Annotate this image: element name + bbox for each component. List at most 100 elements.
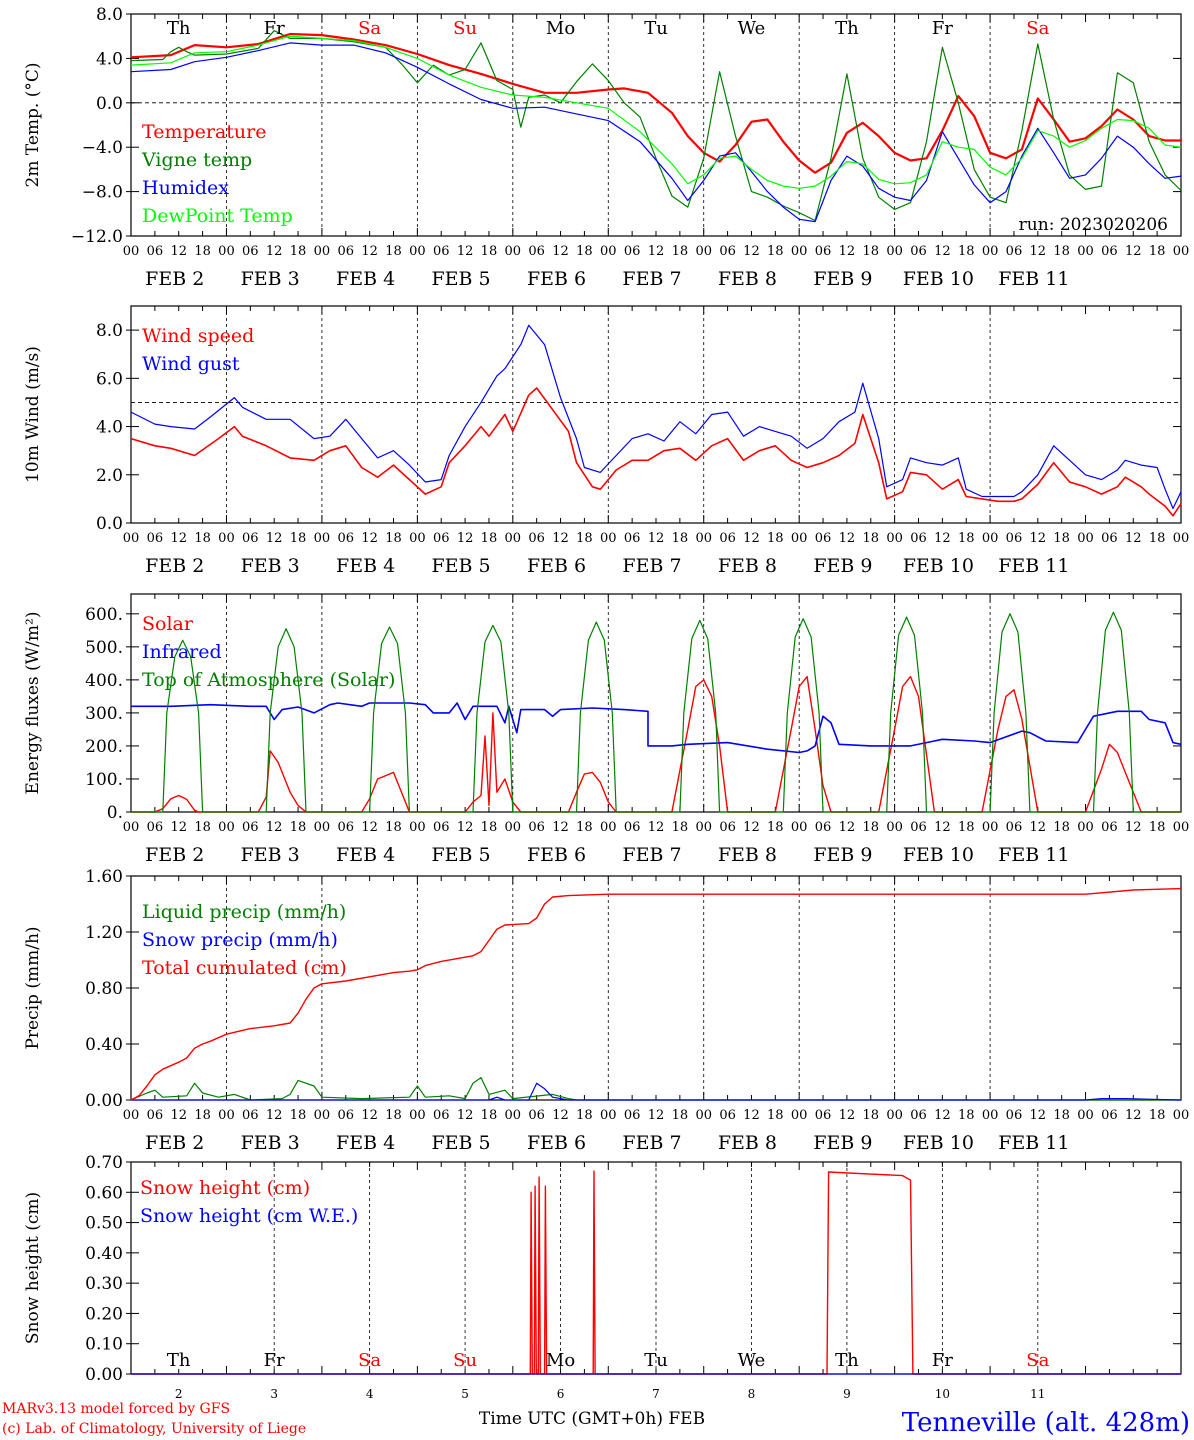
hour-label: 00: [505, 1108, 522, 1123]
date-label: FEB 11: [998, 1132, 1069, 1154]
hour-label: 12: [552, 531, 569, 546]
hour-label: 06: [337, 820, 354, 835]
y-tick-label: 0.30: [85, 1274, 123, 1294]
y-tick-label: 6.0: [96, 369, 123, 389]
hour-label: 06: [910, 1108, 927, 1123]
y-tick-label: 4.0: [96, 418, 123, 438]
hour-label: 00: [218, 531, 235, 546]
weekday-label: Tu: [644, 18, 668, 39]
legend-label: Solar: [142, 613, 194, 635]
hour-label: 18: [290, 820, 307, 835]
hour-label: 18: [385, 244, 402, 259]
hour-label: 06: [910, 531, 927, 546]
weekday-label: Fr: [932, 18, 953, 39]
hour-label: 06: [528, 1108, 545, 1123]
weekday-label: Sa: [1026, 1350, 1049, 1371]
hour-label: 18: [290, 244, 307, 259]
date-label: FEB 9: [813, 555, 872, 577]
weekday-label: Su: [453, 1350, 477, 1371]
legend-label: DewPoint Temp: [142, 205, 293, 227]
hour-label: 06: [910, 820, 927, 835]
hour-label: 12: [743, 531, 760, 546]
hour-label: 12: [1030, 531, 1047, 546]
weekday-label: Fr: [264, 18, 285, 39]
y-tick-label: 0.40: [85, 1035, 123, 1055]
panel-4: 1.60 1.20 0.80 0.40 0.00 Precip (mm/h) Liquid …: [23, 867, 1189, 1154]
series-line-wind-gust: [130, 324, 1182, 510]
hour-label: 06: [337, 244, 354, 259]
day-number-label: 4: [366, 1387, 374, 1401]
date-label: FEB 7: [622, 555, 681, 577]
hour-label: 18: [1149, 1108, 1166, 1123]
hour-label: 00: [218, 244, 235, 259]
hour-label: 12: [266, 244, 283, 259]
legend-label: Temperature: [142, 121, 266, 143]
hour-label: 00: [1077, 244, 1094, 259]
hour-label: 00: [123, 244, 140, 259]
hour-label: 12: [934, 820, 951, 835]
legend-label: Wind speed: [142, 325, 254, 347]
panel-5: 0.70 0.60 0.50 0.40 0.30 0.20 0.10 0.00 Snow hei…: [23, 1153, 1182, 1385]
hour-label: 00: [600, 1108, 617, 1123]
hour-label: 00: [600, 244, 617, 259]
weekday-label: We: [738, 18, 766, 39]
hour-label: 06: [1101, 244, 1118, 259]
hour-label: 18: [958, 531, 975, 546]
date-label: FEB 6: [527, 555, 586, 577]
hour-label: 18: [481, 244, 498, 259]
panel-2: 8.0 6.0 4.0 2.0 0.0 10m Wind (m/s) Wind speed W…: [23, 305, 1189, 577]
hour-label: 00: [886, 531, 903, 546]
run-label: run: 2023020206: [1019, 215, 1168, 235]
hour-label: 00: [409, 820, 426, 835]
hour-label: 06: [624, 1108, 641, 1123]
hour-label: 12: [552, 244, 569, 259]
hour-label: 18: [385, 820, 402, 835]
hour-label: 18: [194, 1108, 211, 1123]
hour-label: 06: [337, 1108, 354, 1123]
hour-label: 06: [433, 244, 450, 259]
hour-label: 12: [1125, 820, 1142, 835]
hour-label: 12: [170, 1108, 187, 1123]
hour-label: 12: [552, 820, 569, 835]
date-label: FEB 11: [998, 844, 1069, 866]
hour-label: 06: [147, 244, 164, 259]
hour-label: 00: [314, 531, 331, 546]
y-tick-label: 0.20: [85, 1304, 123, 1324]
day-number-label: 5: [461, 1387, 469, 1401]
hour-label: 18: [767, 531, 784, 546]
weekday-label: Th: [167, 18, 191, 39]
hour-label: 12: [266, 531, 283, 546]
weekday-label: Sa: [358, 18, 381, 39]
hour-label: 18: [1053, 244, 1070, 259]
hour-label: 18: [862, 531, 879, 546]
weekday-label: Sa: [1026, 18, 1049, 39]
copyright-credit: (c) Lab. of Climatology, University of L…: [2, 1421, 306, 1437]
day-number-label: 10: [935, 1387, 950, 1401]
hour-label: 06: [815, 1108, 832, 1123]
hour-label: 06: [719, 244, 736, 259]
hour-label: 06: [1006, 531, 1023, 546]
hour-label: 18: [767, 1108, 784, 1123]
weekday-label: Su: [453, 18, 477, 39]
hour-label: 12: [648, 244, 665, 259]
hour-label: 12: [361, 1108, 378, 1123]
day-number-label: 6: [557, 1387, 565, 1401]
hour-label: 00: [218, 1108, 235, 1123]
y-tick-label: 600.: [85, 605, 123, 625]
y-tick-label: 4.0: [96, 49, 123, 69]
legend-label: Snow height (cm): [140, 1177, 310, 1199]
hour-label: 18: [958, 244, 975, 259]
hour-label: 18: [672, 1108, 689, 1123]
hour-label: 12: [170, 531, 187, 546]
legend-label: Humidex: [142, 177, 229, 199]
day-number-label: 3: [270, 1387, 278, 1401]
hour-label: 00: [791, 820, 808, 835]
hour-label: 00: [314, 820, 331, 835]
hour-label: 18: [1149, 244, 1166, 259]
series-line-infrared: [131, 702, 1182, 754]
day-number-label: 11: [1030, 1387, 1045, 1401]
hour-label: 18: [1149, 531, 1166, 546]
y-tick-label: 400.: [85, 671, 123, 691]
hour-label: 12: [648, 1108, 665, 1123]
y-tick-label: 0.0: [96, 94, 123, 114]
